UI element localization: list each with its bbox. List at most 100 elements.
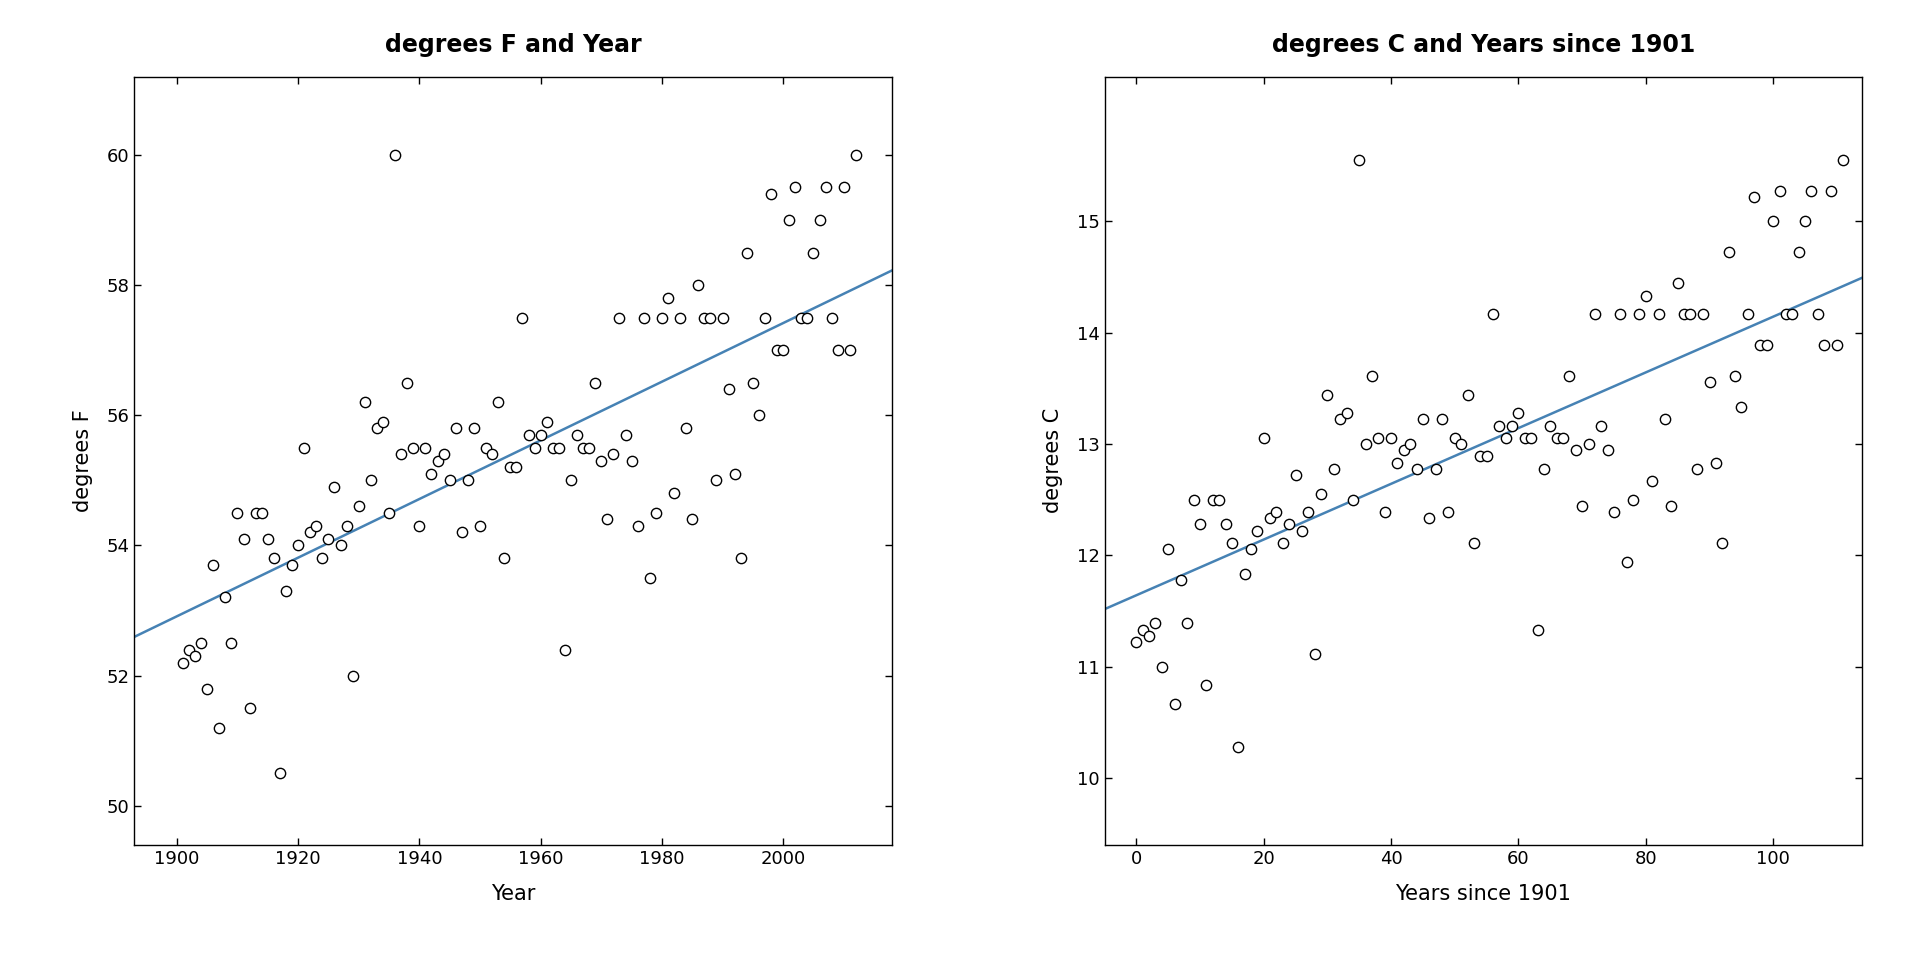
Point xyxy=(440,420,470,436)
Point xyxy=(513,427,543,443)
Point xyxy=(265,765,296,780)
Point xyxy=(1300,647,1331,662)
Point xyxy=(1331,405,1361,420)
Point xyxy=(597,446,628,462)
Point xyxy=(1388,443,1419,458)
Point xyxy=(465,518,495,534)
Point xyxy=(1498,418,1528,433)
Point xyxy=(1542,430,1572,445)
Point xyxy=(1338,492,1369,508)
Point xyxy=(167,655,198,670)
Point xyxy=(1682,461,1713,476)
Point xyxy=(526,427,557,443)
Point xyxy=(313,531,344,546)
Point xyxy=(1273,516,1304,532)
Point xyxy=(1223,739,1254,755)
Point xyxy=(1668,306,1699,322)
Point xyxy=(1121,635,1152,650)
Title: degrees F and Year: degrees F and Year xyxy=(386,33,641,57)
Point xyxy=(726,551,756,566)
Point xyxy=(1394,437,1425,452)
Point xyxy=(1770,306,1801,322)
Point xyxy=(1432,504,1463,519)
Point xyxy=(574,440,605,455)
Point xyxy=(1580,306,1611,322)
Point xyxy=(1649,412,1680,427)
Point xyxy=(707,310,737,325)
Point xyxy=(810,180,841,195)
Point xyxy=(1369,504,1400,519)
Point xyxy=(361,420,392,436)
Point xyxy=(1586,418,1617,433)
Point xyxy=(1198,492,1229,508)
Point xyxy=(392,375,422,391)
Point xyxy=(1357,369,1388,384)
Point xyxy=(1160,696,1190,711)
Point xyxy=(428,446,459,462)
Point xyxy=(307,551,338,566)
Point xyxy=(563,427,593,443)
Point xyxy=(380,147,411,162)
Point xyxy=(1523,622,1553,637)
Point xyxy=(1663,276,1693,291)
Point xyxy=(1828,152,1859,167)
Point xyxy=(1236,541,1267,557)
Point xyxy=(1764,183,1795,199)
Point xyxy=(501,460,532,475)
Point xyxy=(1751,338,1782,353)
Point xyxy=(1325,412,1356,427)
Point xyxy=(659,486,689,501)
Point xyxy=(756,186,787,202)
Point xyxy=(580,375,611,391)
Point xyxy=(1726,399,1757,415)
Point xyxy=(332,518,363,534)
Point xyxy=(1440,430,1471,445)
Point xyxy=(1740,189,1770,204)
Y-axis label: degrees C: degrees C xyxy=(1043,408,1064,514)
Point xyxy=(1344,152,1375,167)
Point xyxy=(1814,183,1845,199)
Point xyxy=(1674,306,1705,322)
Point xyxy=(1745,338,1776,353)
Point xyxy=(1179,492,1210,508)
Point xyxy=(338,668,369,684)
Point xyxy=(259,551,290,566)
Point xyxy=(1572,437,1603,452)
Point xyxy=(1789,214,1820,229)
Point xyxy=(386,446,417,462)
Point xyxy=(1822,338,1853,353)
Point xyxy=(1599,504,1630,519)
Point xyxy=(1707,536,1738,551)
Point xyxy=(234,701,265,716)
Point xyxy=(799,245,829,260)
Point xyxy=(495,460,526,475)
Point xyxy=(417,467,447,482)
Point xyxy=(1261,504,1292,519)
Point xyxy=(670,420,701,436)
Point xyxy=(403,518,434,534)
Point xyxy=(1534,418,1565,433)
Point xyxy=(1402,461,1432,476)
Point xyxy=(1478,306,1509,322)
Point xyxy=(482,395,513,410)
Point xyxy=(1605,306,1636,322)
Point xyxy=(1720,369,1751,384)
Point xyxy=(1292,504,1323,519)
Point xyxy=(240,505,271,520)
Point xyxy=(1693,374,1724,390)
Point xyxy=(1127,622,1158,637)
Point xyxy=(586,453,616,468)
Title: degrees C and Years since 1901: degrees C and Years since 1901 xyxy=(1271,33,1695,57)
Point xyxy=(217,636,248,651)
Point xyxy=(1795,183,1826,199)
Point xyxy=(1713,245,1743,260)
Point xyxy=(1630,288,1661,303)
X-axis label: Year: Year xyxy=(492,884,536,904)
Point xyxy=(1567,498,1597,514)
Point xyxy=(252,531,282,546)
Point xyxy=(678,512,708,527)
Point xyxy=(355,472,386,488)
Point xyxy=(712,381,743,396)
Point xyxy=(246,505,276,520)
Point xyxy=(1427,412,1457,427)
